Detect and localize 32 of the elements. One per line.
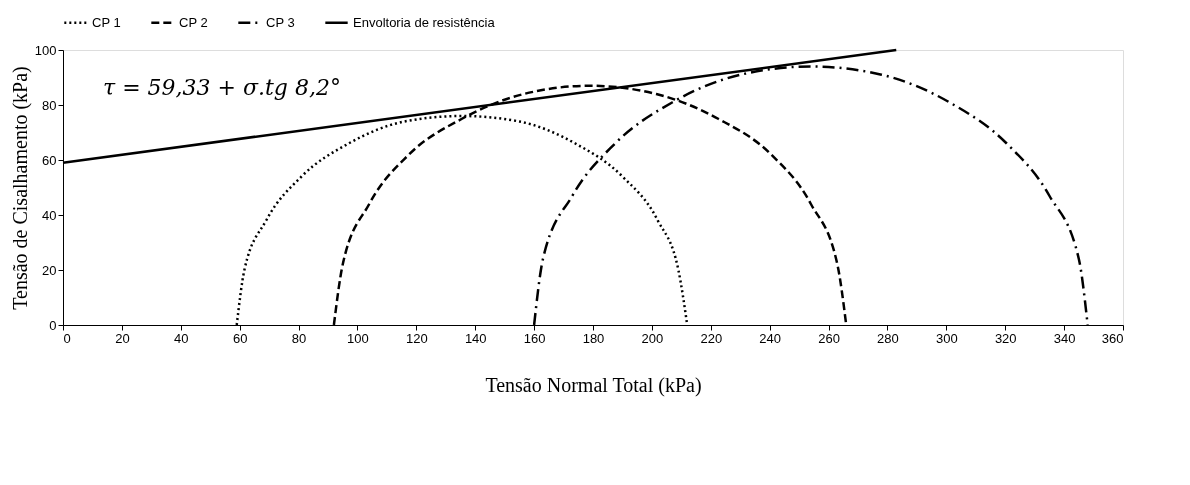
x-tick-label: 140	[464, 330, 487, 346]
x-tick-label: 220	[700, 330, 723, 346]
x-tick-label: 60	[232, 330, 248, 346]
y-tick-label: 20	[42, 262, 57, 278]
y-tick-label: 80	[42, 97, 57, 113]
x-tick-label: 300	[935, 330, 958, 346]
x-tick-label: 200	[641, 330, 664, 346]
x-tick-label: 80	[291, 330, 307, 346]
x-tick-label: 340	[1053, 330, 1076, 346]
y-tick-label: 40	[42, 207, 57, 223]
x-tick-label: 20	[115, 330, 130, 346]
x-tick-label: 280	[877, 330, 899, 346]
x-tick-label: 320	[994, 330, 1017, 346]
y-tick-label: 100	[34, 42, 57, 58]
x-tick-label: 120	[405, 330, 428, 346]
legend-label: CP 3	[266, 14, 295, 30]
x-tick-label: 240	[759, 330, 782, 346]
annotation: τ = 59,33 + σ.tg 8,2°	[103, 75, 341, 100]
legend-label: CP 1	[92, 14, 121, 30]
y-tick-label: 60	[42, 152, 57, 168]
legend-label: Envoltoria de resistência	[353, 14, 496, 30]
x-tick-label: 260	[818, 330, 840, 346]
y-axis-title: Tensão de Cisalhamento (kPa)	[8, 66, 32, 310]
x-tick-label: 360	[1101, 330, 1124, 346]
x-tick-label: 180	[582, 330, 605, 346]
x-tick-label: 160	[523, 330, 546, 346]
legend-label: CP 2	[179, 14, 208, 30]
x-tick-label: 100	[347, 330, 369, 346]
y-tick-label: 0	[49, 317, 57, 333]
x-tick-label: 0	[63, 330, 71, 346]
x-axis-title: Tensão Normal Total (kPa)	[485, 373, 702, 397]
x-tick-label: 40	[174, 330, 189, 346]
